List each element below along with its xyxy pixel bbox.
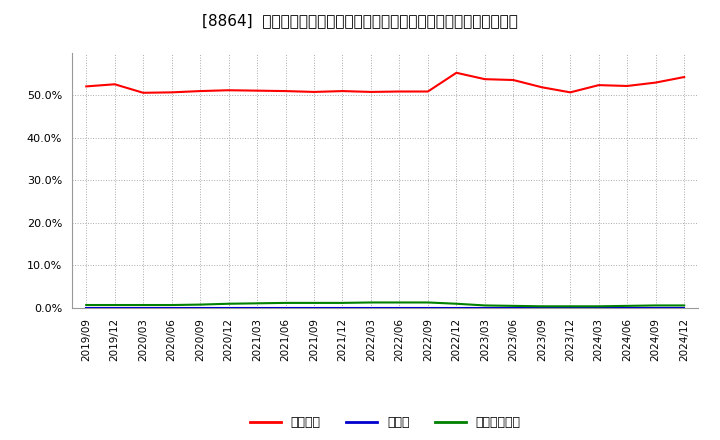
Legend: 自己資本, のれん, 繰延税金資産: 自己資本, のれん, 繰延税金資産 [245, 411, 526, 434]
Text: [8864]  自己資本、のれん、繰延税金資産の総資産に対する比率の推移: [8864] 自己資本、のれん、繰延税金資産の総資産に対する比率の推移 [202, 13, 518, 28]
